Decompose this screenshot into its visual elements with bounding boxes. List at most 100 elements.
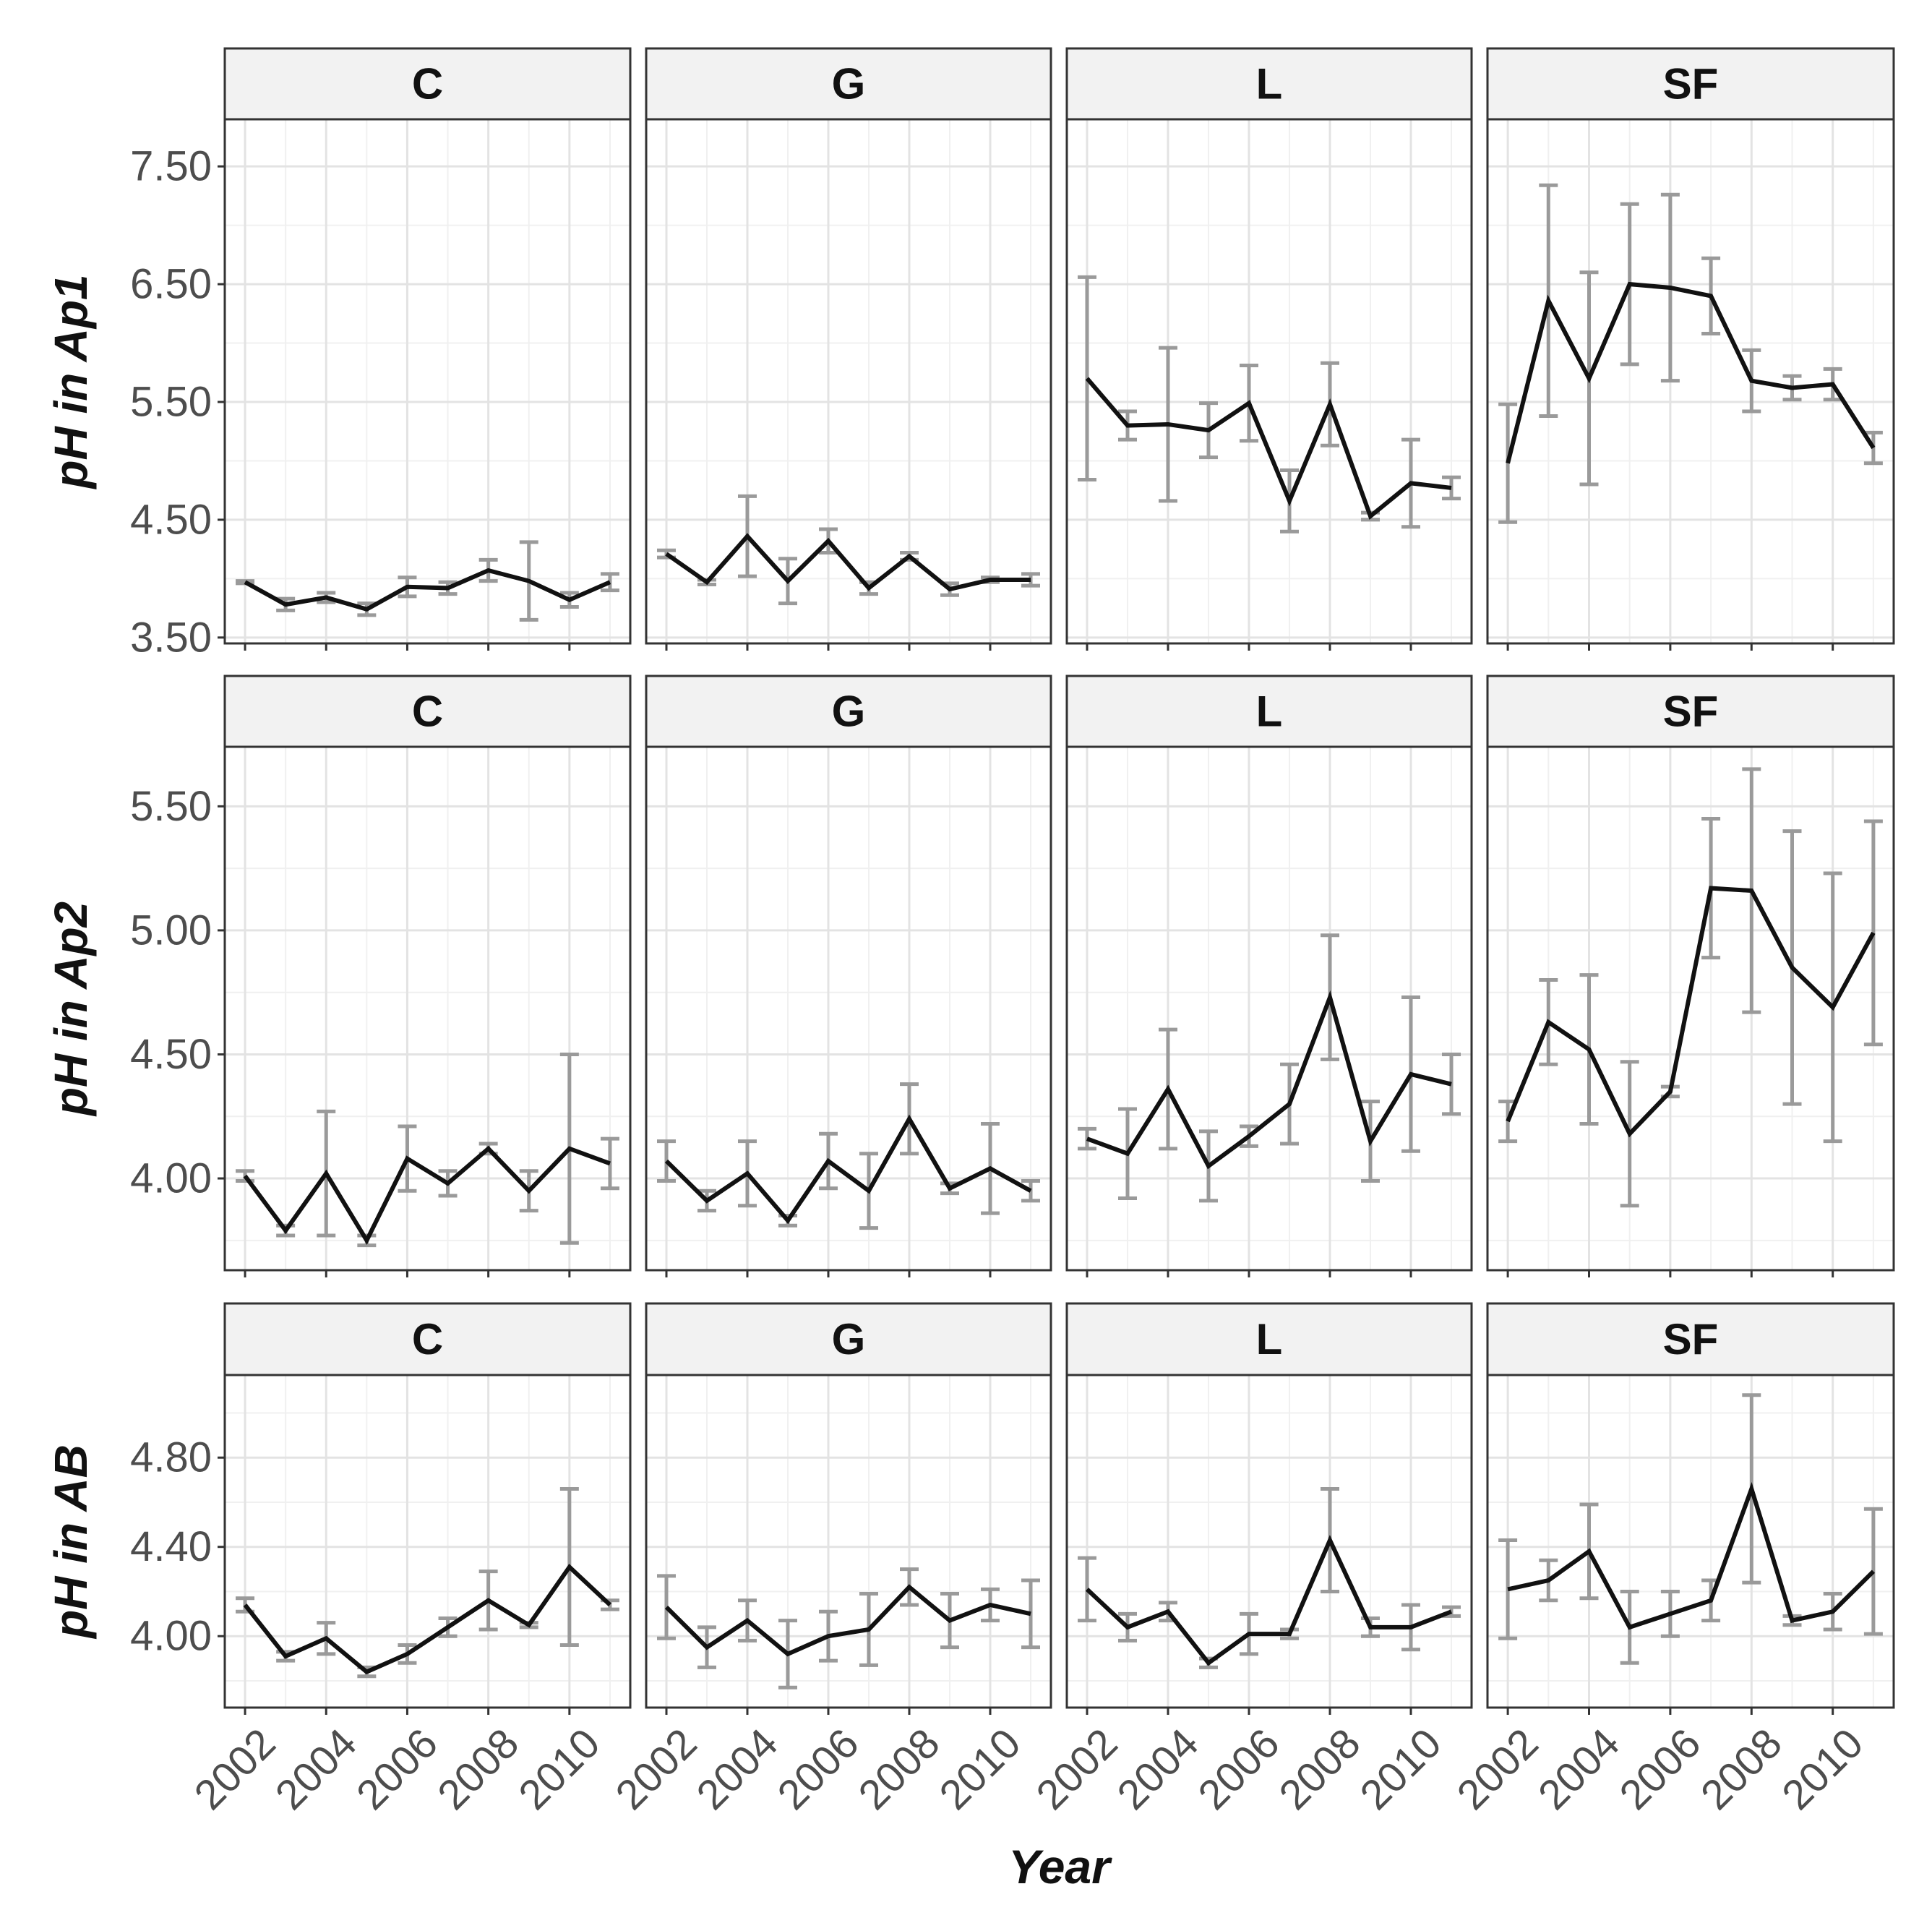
mean-series-line <box>665 533 1031 592</box>
panel-background <box>1487 1375 1894 1708</box>
strip-label: L <box>1256 1315 1283 1363</box>
mean-series-line <box>664 1584 1031 1657</box>
strip-background <box>1486 47 1895 121</box>
facet-panel-SF: SF <box>1486 47 1895 651</box>
strip-background <box>1065 47 1473 121</box>
y-tick-label: 4.50 <box>130 496 212 543</box>
facet-panel-L: L <box>1065 47 1473 651</box>
panel-border <box>1065 745 1473 1272</box>
mean-series-line <box>1085 377 1452 521</box>
strip-label: SF <box>1663 60 1719 108</box>
y-tick-label: 5.50 <box>130 783 212 830</box>
strip-background <box>1065 675 1473 748</box>
y-tick-label: 6.50 <box>130 261 212 308</box>
strip-background <box>1065 1302 1473 1376</box>
panel-background <box>1067 119 1472 643</box>
x-tick-label: 2006 <box>348 1720 447 1819</box>
strip-label: SF <box>1663 688 1719 736</box>
panel-border <box>1065 118 1473 645</box>
strip-label: G <box>832 60 866 108</box>
x-tick-label: 2004 <box>1529 1720 1628 1819</box>
x-axis-title: Year <box>1008 1840 1112 1893</box>
x-tick-label: 2010 <box>1351 1720 1450 1819</box>
x-tick-label: 2010 <box>1773 1720 1872 1819</box>
panel-border <box>223 745 632 1272</box>
mean-series-line <box>243 1145 611 1246</box>
x-tick-label: 2002 <box>1448 1720 1547 1819</box>
x-tick-label: 2010 <box>510 1720 609 1819</box>
x-tick-label: 2004 <box>267 1720 366 1819</box>
y-tick-label: 3.50 <box>130 614 212 661</box>
strip-background <box>223 1302 632 1376</box>
x-tick-label: 2002 <box>1027 1720 1126 1819</box>
x-tick-label: 2008 <box>429 1720 528 1819</box>
panel-background <box>1067 747 1472 1270</box>
strip-label: G <box>832 1315 866 1363</box>
y-tick-label: 4.00 <box>130 1155 212 1202</box>
panel-background <box>646 747 1051 1270</box>
panel-background <box>225 747 630 1270</box>
x-tick-label: 2004 <box>687 1720 786 1819</box>
strip-background <box>645 1302 1052 1376</box>
y-axis-title: pH in Ap2 <box>45 902 97 1117</box>
y-tick-label: 4.00 <box>130 1613 212 1660</box>
y-tick-label: 5.50 <box>130 379 212 426</box>
y-tick-label: 4.40 <box>130 1523 212 1570</box>
x-tick-label: 2006 <box>768 1720 867 1819</box>
mean-series-line <box>243 1563 611 1675</box>
y-axis-title: pH in Ap1 <box>45 274 97 489</box>
y-tick-label: 4.80 <box>130 1434 212 1481</box>
panel-background <box>1067 1375 1472 1708</box>
mean-series-line <box>1507 1482 1876 1630</box>
strip-background <box>1486 1302 1895 1376</box>
panel-background <box>225 119 630 643</box>
strip-label: G <box>832 688 866 736</box>
strip-label: C <box>412 1315 443 1363</box>
x-tick-label: 2004 <box>1108 1720 1207 1819</box>
panel-border <box>1486 1374 1895 1709</box>
panel-border <box>645 118 1052 645</box>
facet-panel-C: C <box>223 675 632 1277</box>
panel-border <box>1486 745 1895 1272</box>
panel-background <box>1487 747 1894 1270</box>
y-tick-label: 7.50 <box>130 143 212 190</box>
panel-border <box>1486 118 1895 645</box>
panel-background <box>646 119 1051 643</box>
panel-border <box>1065 1374 1473 1709</box>
strip-background <box>223 47 632 121</box>
facet-panel-G: G <box>645 47 1052 651</box>
panel-border <box>223 1374 632 1709</box>
facet-panel-L: L <box>1065 675 1473 1277</box>
y-tick-label: 5.00 <box>130 907 212 954</box>
panel-background <box>1487 119 1894 643</box>
mean-series-line <box>1086 990 1452 1170</box>
facet-panel-SF: SF <box>1486 675 1895 1277</box>
y-axis-title: pH in AB <box>45 1444 97 1640</box>
facet-panel-G: G <box>645 675 1052 1277</box>
mean-series-line <box>244 568 611 612</box>
strip-background <box>223 675 632 748</box>
error-bar <box>1498 1538 1518 1640</box>
x-tick-label: 2008 <box>1270 1720 1369 1819</box>
strip-label: SF <box>1663 1315 1719 1363</box>
facet-panel-C: C <box>223 47 632 651</box>
panel-border <box>645 1374 1052 1709</box>
mean-series-line <box>1085 1535 1453 1666</box>
mean-series-line <box>1506 281 1876 464</box>
x-tick-label: 2010 <box>930 1720 1029 1819</box>
x-tick-label: 2002 <box>185 1720 284 1819</box>
x-tick-label: 2008 <box>849 1720 948 1819</box>
strip-label: L <box>1256 60 1283 108</box>
panel-border <box>223 118 632 645</box>
strip-label: C <box>412 60 443 108</box>
x-tick-label: 2008 <box>1692 1720 1791 1819</box>
mean-series-line <box>664 1114 1032 1225</box>
x-tick-label: 2002 <box>606 1720 705 1819</box>
strip-label: L <box>1256 688 1283 736</box>
